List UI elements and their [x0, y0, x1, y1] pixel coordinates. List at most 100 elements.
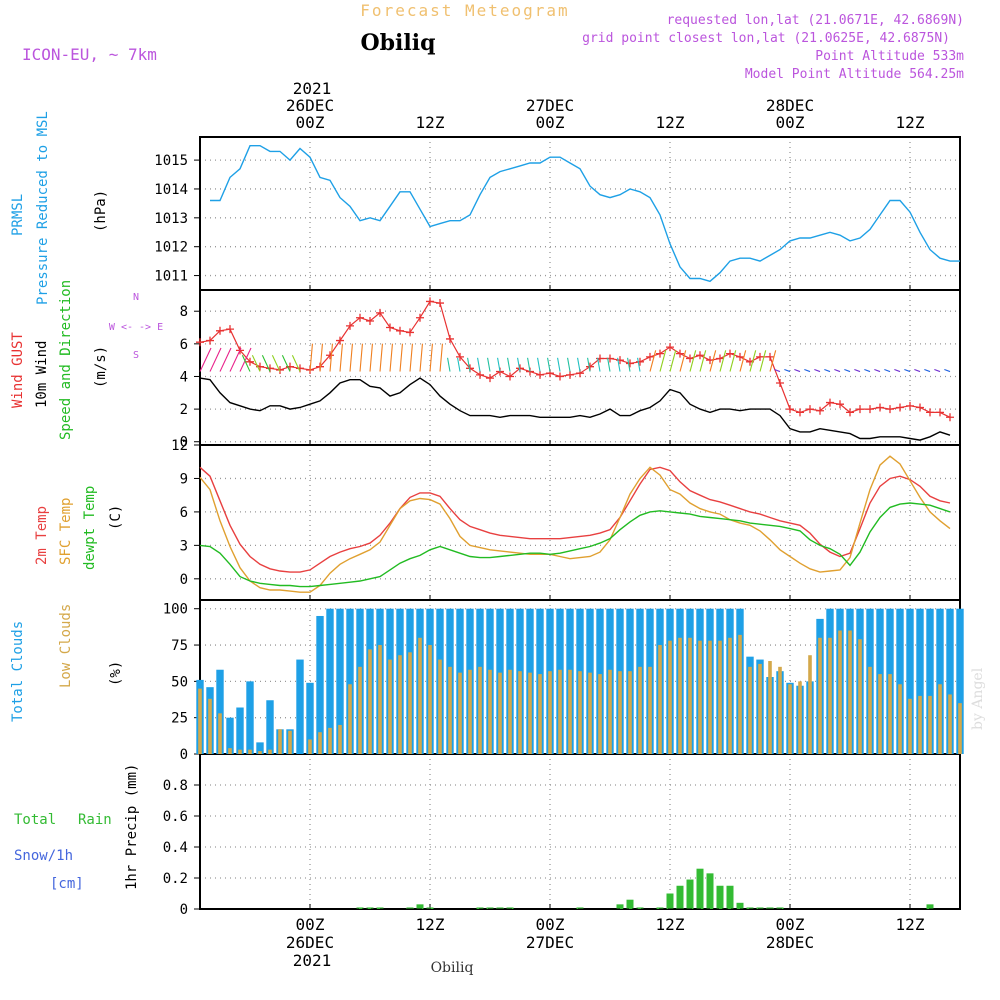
rain-bar [376, 907, 384, 909]
low-cloud-bar [508, 669, 512, 754]
low-cloud-bar [238, 749, 242, 754]
temp-sfc-label: SFC Temp [58, 498, 74, 565]
total-cloud-bar [946, 608, 954, 754]
y-tick-label: 1014 [154, 182, 188, 198]
low-cloud-bar [688, 637, 692, 754]
low-cloud-bar [588, 672, 592, 754]
gust-point [836, 400, 844, 409]
gust-point [666, 343, 674, 352]
y-tick-label: 6 [180, 505, 188, 521]
top-hour-label: 00Z [536, 113, 565, 132]
bottom-date-label: 28DEC [766, 933, 814, 952]
low-cloud-bar [628, 671, 632, 754]
gust-point [926, 408, 934, 417]
wind-direction-arrow [477, 357, 481, 372]
low-cloud-bar [938, 684, 942, 754]
wind-direction-arrow [759, 350, 767, 372]
temp-sfc-line [199, 455, 951, 593]
y-tick-label: 4 [180, 369, 188, 385]
wind-direction-arrow [617, 357, 621, 372]
low-cloud-bar [608, 669, 612, 754]
rain-bar [666, 893, 674, 909]
gust-point [246, 357, 254, 366]
low-cloud-bar [778, 666, 782, 754]
wind-direction-arrow [844, 369, 851, 373]
total-cloud-bar [336, 608, 344, 754]
pressure-side-labels: PRMSL Pressure Reduced to MSL (hPa) [10, 111, 109, 305]
low-cloud-bar [578, 671, 582, 754]
gust-point [406, 328, 414, 337]
pressure-line [210, 145, 960, 283]
y-tick-label: 0.2 [163, 871, 188, 887]
total-cloud-bar [296, 659, 304, 754]
wind-direction-arrow [854, 369, 861, 373]
gust-point [196, 338, 204, 347]
y-tick-label: 3 [180, 538, 188, 554]
low-cloud-bar [708, 640, 712, 754]
wind-speed-line [199, 377, 951, 441]
gust-point [506, 372, 514, 381]
wind-direction-arrow [467, 357, 471, 372]
total-clouds-label: Total Clouds [10, 621, 26, 722]
wind-direction-arrow [824, 369, 831, 373]
wind-direction-arrow [607, 357, 611, 372]
top-hour-label: 12Z [896, 113, 925, 132]
total-cloud-bar [246, 681, 254, 754]
wind-direction-arrow [814, 369, 821, 373]
wind-10m-label: 10m Wind [34, 341, 50, 408]
rain-bar [476, 907, 484, 909]
wind-direction-arrow [834, 369, 841, 373]
wind-direction-arrow [527, 357, 531, 372]
temp-dewpt-label: dewpt Temp [82, 486, 98, 570]
y-tick-label: 12 [171, 438, 188, 454]
rain-bar [686, 879, 694, 909]
panel-pressure: 1011 1012 1013 1014 1015 [154, 136, 961, 291]
gust-point [726, 349, 734, 358]
bottom-year-label: 2021 [293, 951, 332, 970]
wind-direction-arrow [637, 357, 641, 372]
bottom-hour-label: 12Z [416, 915, 445, 934]
gust-point [776, 379, 784, 387]
wind-direction-arrow [447, 357, 451, 372]
gust-point [336, 336, 344, 345]
wind-direction-arrow [281, 355, 291, 372]
rain-bar [506, 907, 514, 909]
precip-side-labels: Total Rain Snow/1h [cm] 1hr Precip (mm) [14, 764, 140, 892]
low-cloud-bar [948, 694, 952, 754]
gust-point [556, 372, 564, 381]
low-cloud-bar [848, 630, 852, 754]
gust-point [696, 351, 704, 360]
gust-point [856, 405, 864, 414]
y-tick-label: 100 [163, 602, 188, 618]
bottom-hour-label: 00Z [296, 915, 325, 934]
wind-direction-arrow [567, 357, 571, 372]
wind-direction-arrow [429, 343, 433, 372]
total-cloud-bar [936, 608, 944, 754]
wind-direction-arrow [457, 357, 461, 372]
gust-point [616, 356, 624, 365]
low-cloud-bar [548, 671, 552, 754]
gust-point [806, 405, 814, 414]
total-cloud-bar [956, 608, 964, 754]
gust-point [276, 365, 284, 374]
rain-bar [426, 907, 434, 909]
wind-direction-arrow [669, 350, 677, 372]
y-tick-label: 0 [180, 902, 188, 918]
gust-point [326, 351, 334, 360]
low-cloud-bar [378, 645, 382, 754]
y-tick-label: 2 [180, 402, 188, 418]
low-cloud-bar [528, 672, 532, 754]
bottom-hour-label: 00Z [776, 915, 805, 934]
total-cloud-bar [306, 682, 314, 754]
total-cloud-bar [316, 615, 324, 754]
low-cloud-bar [908, 698, 912, 754]
low-cloud-bar [278, 729, 282, 754]
gust-point [626, 359, 634, 368]
top-date-label: 27DEC [526, 96, 574, 115]
gust-point [796, 408, 804, 417]
wind-direction-arrow [291, 355, 301, 372]
low-cloud-bar [358, 666, 362, 754]
